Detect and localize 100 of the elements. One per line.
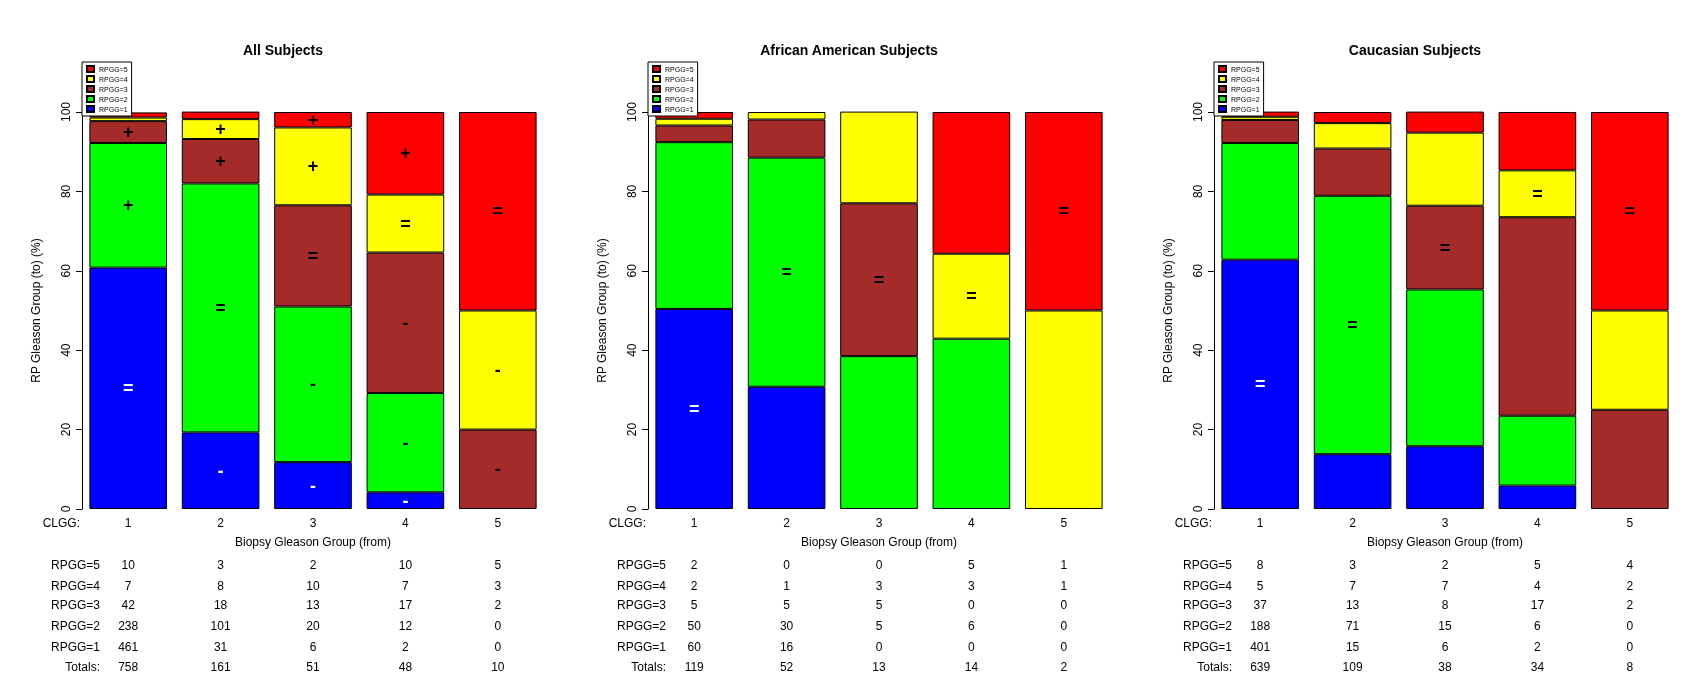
- text: 37: [1253, 598, 1268, 612]
- data-label: -: [402, 490, 409, 511]
- data-label: -: [310, 374, 316, 395]
- text: 7: [124, 579, 132, 593]
- data-label: =: [873, 269, 885, 290]
- text: 0: [1626, 640, 1634, 654]
- data-label: =: [1532, 183, 1543, 204]
- data-label: =: [215, 297, 226, 318]
- text: 18: [213, 598, 228, 612]
- data-label: +: [400, 143, 411, 164]
- text: 3: [1349, 558, 1357, 572]
- data-label: =: [1624, 201, 1636, 222]
- text: RPGG=3: [50, 598, 101, 612]
- x-tick-label: 2: [217, 516, 225, 530]
- text: 5: [968, 558, 976, 572]
- y-tick-label: 60: [625, 263, 639, 278]
- text: 2: [690, 579, 698, 593]
- data-label: +: [307, 156, 319, 177]
- text: 758: [118, 660, 139, 674]
- text: 2: [1060, 660, 1068, 674]
- text: 6: [1534, 619, 1542, 633]
- data-label: +: [122, 122, 134, 143]
- text: RPGG=2: [1182, 619, 1233, 633]
- text: 7: [1349, 579, 1357, 593]
- text: 5: [875, 598, 883, 612]
- text: 8: [1256, 558, 1264, 572]
- text: 2: [1626, 579, 1634, 593]
- text: 7: [402, 579, 410, 593]
- data-label: =: [1254, 374, 1266, 395]
- text: 3: [875, 579, 883, 593]
- y-tick-label: 0: [625, 505, 639, 513]
- y-tick-label: 100: [59, 101, 73, 123]
- text: 0: [968, 640, 976, 654]
- text: 10: [121, 558, 136, 572]
- y-axis-title: RP Gleason Group (to) (%): [29, 238, 43, 383]
- text: 6: [968, 619, 976, 633]
- y-axis-title: RP Gleason Group (to) (%): [1161, 238, 1175, 383]
- text: RPGG=4: [50, 579, 101, 593]
- y-tick-label: 100: [1191, 101, 1205, 123]
- text: 5: [690, 598, 698, 612]
- text: RPGG=3: [616, 598, 667, 612]
- text: 401: [1250, 640, 1271, 654]
- text: RPGG=1: [50, 640, 101, 654]
- text: 31: [213, 640, 228, 654]
- text: 52: [779, 660, 794, 674]
- data-label: =: [688, 398, 700, 419]
- chart-title: African American Subjects: [760, 42, 939, 58]
- text: 17: [1530, 598, 1545, 612]
- y-tick-label: 20: [625, 422, 639, 437]
- text: RPGG=5: [50, 558, 101, 572]
- text: 34: [1530, 660, 1545, 674]
- data-label: =: [400, 213, 411, 234]
- text: 0: [875, 558, 883, 572]
- text: 639: [1250, 660, 1271, 674]
- x-axis-title: Biopsy Gleason Group (from): [800, 535, 958, 549]
- text: 109: [1342, 660, 1363, 674]
- text: 0: [1626, 619, 1634, 633]
- text: 0: [1060, 640, 1068, 654]
- text: Totals:: [65, 660, 100, 674]
- data-label: =: [1347, 314, 1358, 335]
- x-tick-label: 1: [124, 516, 132, 530]
- text: 0: [494, 640, 502, 654]
- text: Totals:: [631, 660, 666, 674]
- text: 42: [121, 598, 136, 612]
- y-tick-label: 100: [625, 101, 639, 123]
- text: 2: [1534, 640, 1542, 654]
- text: 7: [1441, 579, 1449, 593]
- text: 238: [118, 619, 139, 633]
- data-label: +: [122, 195, 134, 216]
- text: 5: [875, 619, 883, 633]
- text: 5: [1256, 579, 1264, 593]
- y-tick-label: 40: [1191, 343, 1205, 357]
- text: 3: [494, 579, 502, 593]
- x-axis-title: Biopsy Gleason Group (from): [1366, 535, 1524, 549]
- text: 5: [1534, 558, 1542, 572]
- y-tick-label: 20: [1191, 422, 1205, 437]
- text: 2: [494, 598, 502, 612]
- y-tick-label: 40: [625, 343, 639, 357]
- text: RPGG=2: [616, 619, 667, 633]
- data-label: =: [966, 286, 977, 307]
- data-label: -: [402, 312, 409, 333]
- text: 20: [306, 619, 320, 633]
- text: 16: [779, 640, 794, 654]
- text: RPGG=1: [1182, 640, 1233, 654]
- text: 10: [491, 660, 505, 674]
- text: RPGG=4: [616, 579, 667, 593]
- text: 30: [779, 619, 794, 633]
- y-tick-label: 60: [1191, 263, 1205, 278]
- text: 119: [684, 660, 705, 674]
- text: 4: [1626, 558, 1634, 572]
- chart-title: All Subjects: [242, 42, 324, 58]
- text: 14: [964, 660, 979, 674]
- text: RPGG=5: [1182, 558, 1233, 572]
- x-tick-label: 5: [494, 516, 502, 530]
- text: 60: [687, 640, 702, 654]
- y-tick-label: 80: [1191, 184, 1205, 199]
- x-tick-label: 3: [1441, 516, 1449, 530]
- text: 0: [494, 619, 502, 633]
- data-label: =: [781, 262, 792, 283]
- chart-title: Caucasian Subjects: [1348, 42, 1482, 58]
